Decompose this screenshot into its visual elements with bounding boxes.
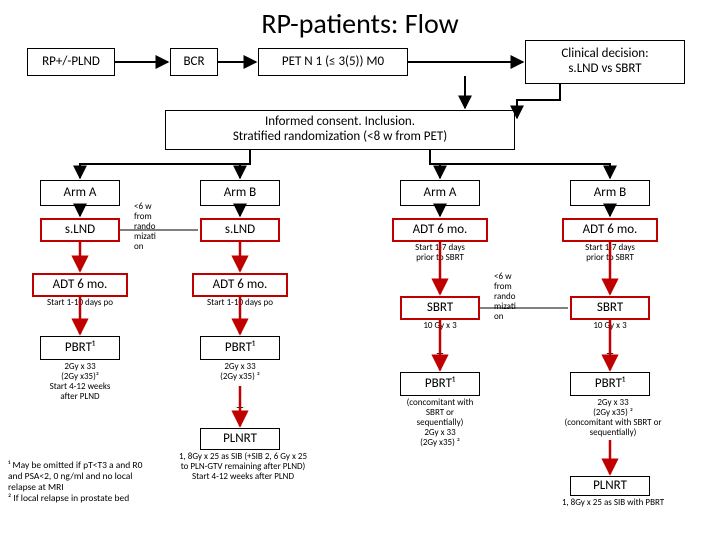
right-plnrt-b: PLNRT	[570, 476, 650, 496]
right-sbrt-b: SBRT	[570, 296, 650, 320]
right-plus-a: +	[400, 346, 480, 362]
right-adt-b: ADT 6 mo.	[562, 218, 658, 242]
left-arm-b-header: Arm B	[200, 180, 280, 206]
left-slnd-b: s.LND	[200, 218, 280, 242]
right-arm-b-header: Arm B	[570, 180, 650, 206]
right-plus-b2: +	[570, 452, 650, 468]
right-adt-a-note: Start 1-7 days prior to SBRT	[392, 243, 488, 263]
right-adt-a: ADT 6 mo.	[392, 218, 488, 242]
right-adt-b-note: Start 1-7 days prior to SBRT	[562, 243, 658, 263]
left-plnrt-b-sub: 1, 8Gy x 25 as SIB (+SIB 2, 6 Gy x 25 to…	[168, 452, 318, 482]
right-rando-note: <6 w from rando mizati on	[494, 272, 534, 321]
footnote: ¹ May be omitted if pT<T3 a and R0 and P…	[8, 460, 143, 504]
box-pet: PET N 1 (≤ 3(5)) M0	[258, 48, 408, 76]
right-pbrt-a: PBRT¹	[400, 372, 480, 396]
right-plus-b: +	[570, 346, 650, 362]
left-adt-a: ADT 6 mo.	[32, 273, 128, 297]
right-plnrt-b-sub: 1, 8Gy x 25 as SIB with PBRT	[548, 498, 678, 508]
right-arm-a-header: Arm A	[400, 180, 480, 206]
left-slnd-a: s.LND	[40, 218, 120, 242]
left-rando-note: <6 w from rando mizati on	[134, 202, 174, 251]
right-pbrt-b: PBRT¹	[570, 372, 650, 396]
right-sbrt-b-dose: 10 Gy x 3	[570, 321, 650, 331]
page-title: RP-patients: Flow	[0, 0, 720, 41]
box-rp-plnd: RP+/-PLND	[27, 48, 115, 76]
box-consent: Informed consent. Inclusion. Stratified …	[165, 110, 515, 150]
left-plus-b: +	[200, 400, 280, 416]
box-clinical-decision: Clinical decision: s.LND vs SBRT	[525, 40, 685, 84]
left-arm-a-header: Arm A	[40, 180, 120, 206]
left-pbrt-b-sub: 2Gy x 33 (2Gy x35) ²	[192, 362, 288, 382]
right-pbrt-a-sub: (concomitant with SBRT or sequentially) …	[388, 398, 492, 447]
left-pbrt-b: PBRT¹	[200, 336, 280, 360]
left-pbrt-a-sub: 2Gy x 33 (2Gy x35)² Start 4-12 weeks aft…	[32, 362, 128, 402]
left-pbrt-a: PBRT¹	[40, 336, 120, 360]
box-bcr: BCR	[170, 48, 218, 76]
right-pbrt-b-sub: 2Gy x 33 (2Gy x35) ² (concomitant with S…	[548, 398, 678, 438]
left-adt-a-note: Start 1-10 days po	[32, 298, 128, 308]
left-adt-b-note: Start 1-10 days po	[192, 298, 288, 308]
left-adt-b: ADT 6 mo.	[192, 273, 288, 297]
left-plnrt-b: PLNRT	[200, 428, 280, 450]
right-sbrt-a-dose: 10 Gy x 3	[400, 321, 480, 331]
right-sbrt-a: SBRT	[400, 296, 480, 320]
